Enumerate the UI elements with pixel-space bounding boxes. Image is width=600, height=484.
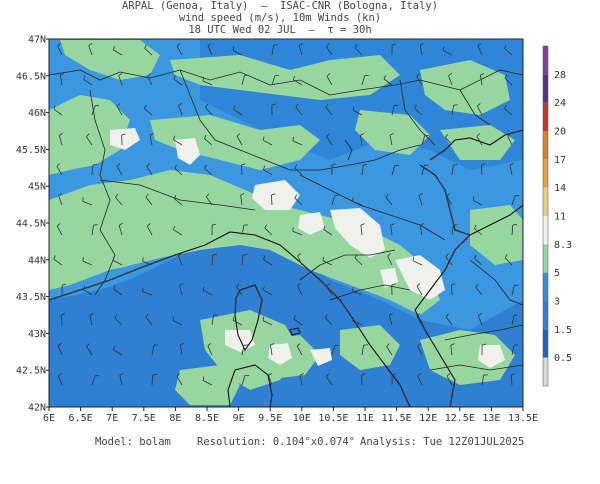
wind-barb-flag	[293, 227, 294, 231]
legend-label: 24	[554, 98, 566, 109]
legend-label: 14	[554, 183, 566, 194]
y-tick-label: 42N	[28, 403, 46, 414]
model-label: Model: bolam	[95, 436, 171, 448]
legend-label: 28	[554, 70, 566, 81]
y-tick-label: 44N	[28, 255, 46, 266]
x-tick-label: 7.5E	[132, 413, 156, 424]
x-tick-label: 12.5E	[445, 413, 475, 424]
legend-swatch	[543, 159, 548, 187]
wind-barb-flag	[143, 257, 144, 261]
x-tick-label: 11.5E	[382, 413, 412, 424]
y-tick-label: 43N	[28, 329, 46, 340]
resolution-label: Resolution: 0.104°x0.074°	[197, 436, 355, 448]
longitude-axis: 6E 6.5E 7E 7.5E 8E 8.5E 9E 9.5E 10E 10.5E 11E 11.5E…	[43, 407, 538, 424]
legend-label: 11	[554, 212, 566, 223]
legend-label: 20	[554, 127, 566, 138]
y-tick-label: 45.5N	[16, 145, 46, 156]
x-tick-label: 7E	[106, 413, 118, 424]
wind-map: 6E 6.5E 7E 7.5E 8E 8.5E 9E 9.5E 10E 10.5E 11E 11.5E…	[0, 0, 600, 450]
y-tick-label: 42.5N	[16, 366, 46, 377]
legend-swatch	[543, 188, 548, 216]
legend-swatch	[543, 244, 548, 272]
legend-swatch	[543, 131, 548, 159]
legend-swatch	[543, 358, 548, 386]
legend-swatch	[543, 216, 548, 244]
legend-label: 0.5	[554, 353, 572, 364]
y-tick-label: 47N	[28, 35, 46, 46]
x-tick-label: 10.5E	[318, 413, 348, 424]
legend-swatch	[543, 46, 548, 74]
wind-barb-flag	[83, 197, 84, 201]
x-tick-label: 6.5E	[69, 413, 93, 424]
y-tick-label: 46N	[28, 108, 46, 119]
legend-label: 1.5	[554, 325, 572, 336]
color-legend: 28 24 20 17 14 11 8.3 5 3 1.5 0.5	[543, 46, 572, 386]
wind-barb-flag	[453, 165, 457, 166]
x-tick-label: 13E	[482, 413, 500, 424]
y-tick-label: 45N	[28, 182, 46, 193]
legend-label: 5	[554, 268, 560, 279]
x-tick-label: 8.5E	[195, 413, 219, 424]
x-tick-label: 9.5E	[258, 413, 282, 424]
wind-barb-flag	[453, 225, 457, 226]
latitude-axis: 47N 46.5N 46N 45.5N 45N 44.5N 44N 43.5N 43N 42.5N…	[16, 35, 49, 414]
wind-barb	[482, 165, 483, 175]
x-tick-label: 6E	[43, 413, 55, 424]
wind-barb	[242, 165, 243, 175]
legend-swatch	[543, 301, 548, 329]
legend-swatch	[543, 273, 548, 301]
x-tick-label: 11E	[356, 413, 374, 424]
x-tick-label: 12E	[419, 413, 437, 424]
wind-field	[49, 39, 523, 407]
legend-label: 8.3	[554, 240, 572, 251]
analysis-label: Analysis: Tue 12Z01JUL2025	[360, 436, 524, 448]
footer: Model: bolam Resolution: 0.104°x0.074° A…	[0, 436, 600, 484]
legend-label: 3	[554, 297, 560, 308]
x-tick-label: 9E	[233, 413, 245, 424]
legend-label: 17	[554, 155, 566, 166]
legend-swatch	[543, 74, 548, 102]
y-tick-label: 43.5N	[16, 292, 46, 303]
y-tick-label: 44.5N	[16, 219, 46, 230]
legend-swatch	[543, 103, 548, 131]
x-tick-label: 13.5E	[508, 413, 538, 424]
wind-barb-flag	[353, 288, 354, 292]
x-tick-label: 8E	[169, 413, 181, 424]
y-tick-label: 46.5N	[16, 71, 46, 82]
x-tick-label: 10E	[293, 413, 311, 424]
legend-swatch	[543, 329, 548, 357]
wind-barb-flag	[353, 317, 354, 321]
